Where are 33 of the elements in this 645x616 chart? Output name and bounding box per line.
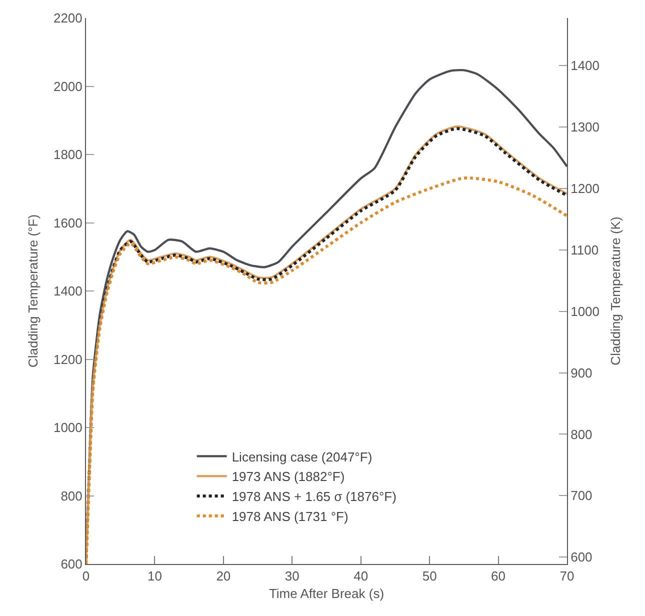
y2-tick-label: 900 bbox=[570, 365, 592, 380]
y-tick-label: 1400 bbox=[53, 284, 82, 299]
x-tick-label: 30 bbox=[284, 568, 300, 584]
y2-tick-label: 600 bbox=[570, 550, 592, 565]
y-tick-label: 1600 bbox=[53, 215, 82, 230]
x-tick-label: 40 bbox=[354, 568, 368, 584]
y2-tick-label: 1400 bbox=[570, 58, 600, 74]
x-tick-label: 0 bbox=[82, 568, 90, 584]
y2-tick-label: 1100 bbox=[570, 242, 599, 258]
y2-axis-title: Cladding Temperature (K) bbox=[608, 216, 624, 366]
y2-tick-label: 1000 bbox=[570, 304, 600, 319]
y2-tick-label: 1300 bbox=[570, 120, 600, 135]
x-tick-label: 70 bbox=[560, 568, 574, 584]
y-tick-label: 1000 bbox=[53, 420, 82, 436]
x-tick-label: 10 bbox=[147, 568, 162, 584]
y-tick-label: 2200 bbox=[53, 10, 82, 26]
x-axis-title: Time After Break (s) bbox=[268, 586, 384, 602]
y-axis-title: Cladding Temperature (°F) bbox=[25, 214, 40, 368]
y-tick-label: 600 bbox=[60, 556, 82, 572]
y2-tick-label: 700 bbox=[570, 488, 592, 504]
x-tick-label: 60 bbox=[491, 568, 506, 584]
y2-tick-label: 800 bbox=[570, 426, 592, 442]
x-tick-label: 50 bbox=[422, 568, 437, 584]
x-tick-label: 20 bbox=[216, 568, 231, 584]
legend-label: 1978 ANS + 1.65 σ (1876°F) bbox=[232, 489, 396, 504]
y-tick-label: 2000 bbox=[53, 78, 82, 94]
y-tick-label: 1800 bbox=[53, 147, 82, 162]
legend-label: Licensing case (2047°F) bbox=[232, 449, 372, 464]
y-tick-label: 1200 bbox=[53, 352, 82, 367]
legend-label: 1973 ANS (1882°F) bbox=[232, 469, 345, 484]
y2-tick-label: 1200 bbox=[570, 181, 600, 196]
legend-label: 1978 ANS (1731 °F) bbox=[232, 508, 348, 524]
y-tick-label: 800 bbox=[60, 488, 82, 504]
